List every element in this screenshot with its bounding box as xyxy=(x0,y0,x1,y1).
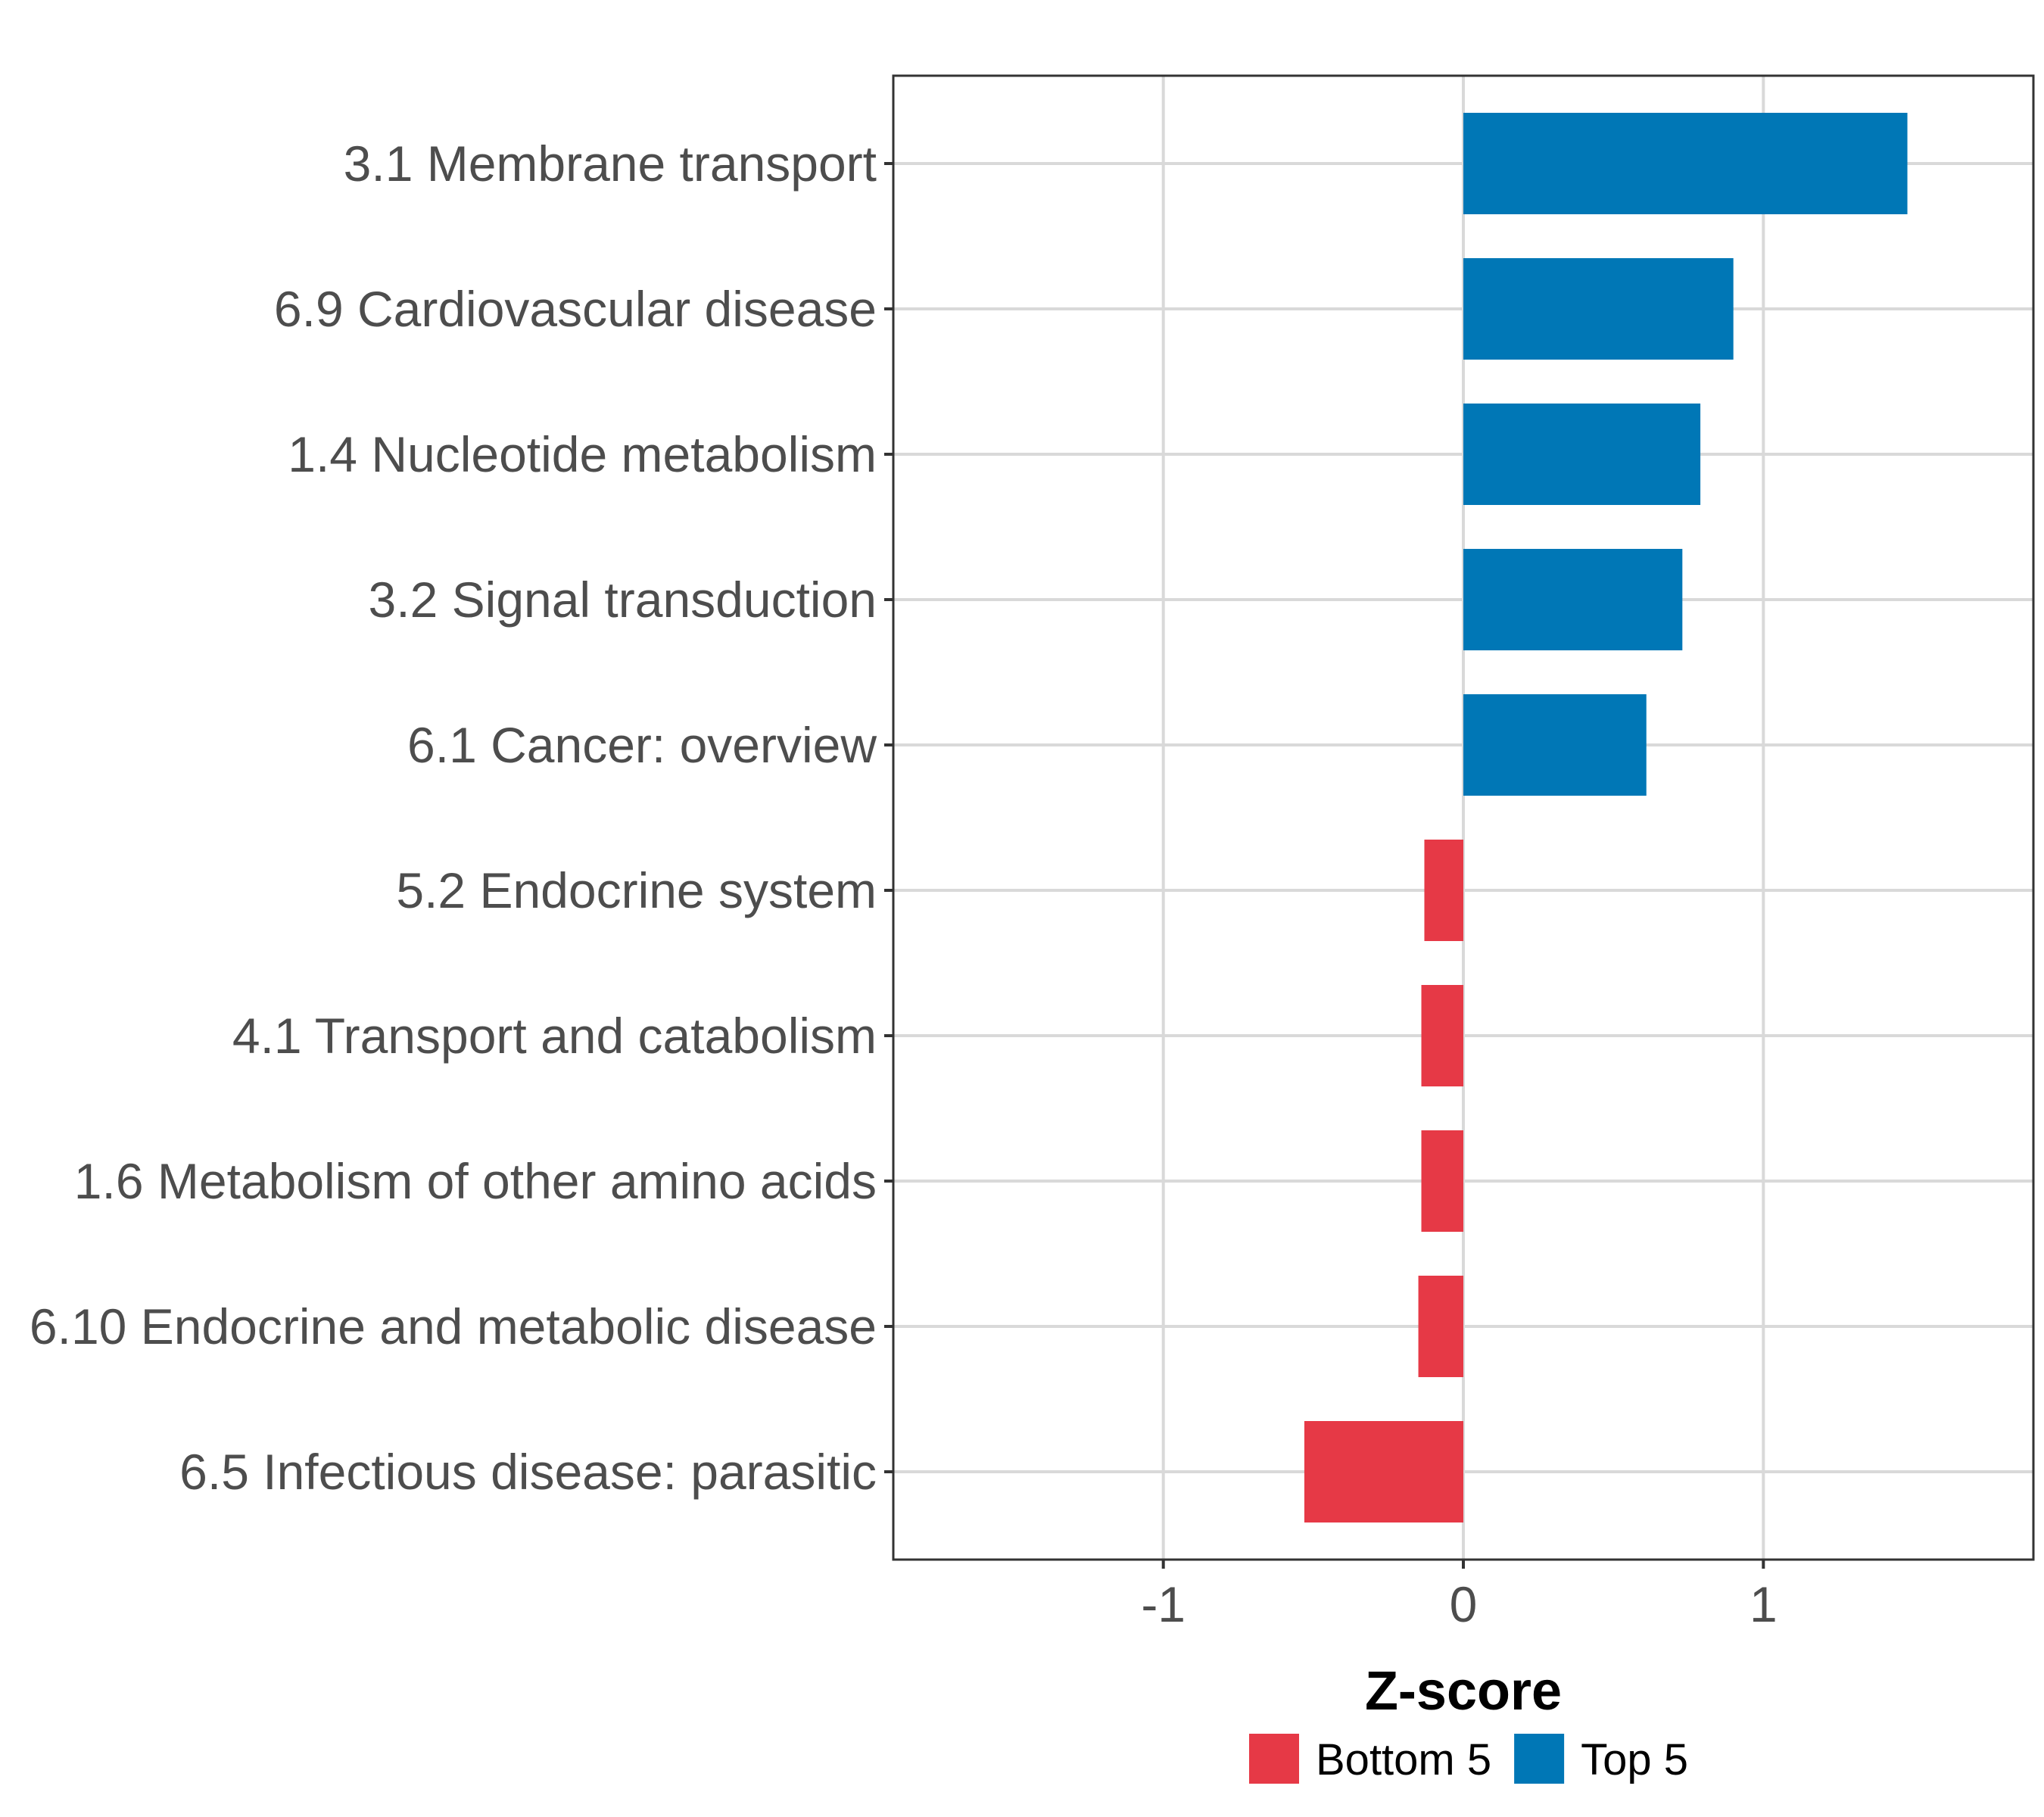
x-tick-label: 0 xyxy=(1450,1576,1478,1632)
category-label: 1.4 Nucleotide metabolism xyxy=(288,426,877,482)
bar xyxy=(1421,1130,1463,1232)
bar xyxy=(1463,404,1701,505)
category-label: 5.2 Endocrine system xyxy=(396,862,877,918)
bar xyxy=(1424,840,1463,941)
bar xyxy=(1463,549,1683,650)
bar xyxy=(1463,694,1647,796)
bar xyxy=(1304,1421,1463,1522)
bar xyxy=(1418,1276,1463,1377)
x-tick-label: 1 xyxy=(1750,1576,1778,1632)
category-label: 3.2 Signal transduction xyxy=(369,572,877,628)
legend-label: Bottom 5 xyxy=(1316,1735,1491,1784)
y-axis: 3.1 Membrane transport 6.9 Cardiovascular… xyxy=(30,136,893,1500)
legend-swatch xyxy=(1514,1734,1565,1784)
category-label: 1.6 Metabolism of other amino acids xyxy=(74,1153,877,1209)
legend-label: Top 5 xyxy=(1581,1735,1688,1784)
bar xyxy=(1421,985,1463,1086)
x-tick-label: -1 xyxy=(1141,1576,1186,1632)
category-label: 6.5 Infectious disease: parasitic xyxy=(179,1444,877,1500)
bars xyxy=(1304,113,1908,1522)
category-label: 6.9 Cardiovascular disease xyxy=(274,281,877,337)
category-label: 4.1 Transport and catabolism xyxy=(232,1008,877,1064)
bar xyxy=(1463,113,1908,214)
x-axis: -1 0 1 xyxy=(1141,1560,1778,1632)
legend-swatch xyxy=(1249,1734,1299,1784)
x-axis-title: Z-score xyxy=(1365,1661,1562,1722)
category-label: 6.1 Cancer: overview xyxy=(407,717,877,773)
bar xyxy=(1463,258,1734,360)
category-label: 6.10 Endocrine and metabolic disease xyxy=(30,1298,877,1354)
legend: Bottom 5 Top 5 xyxy=(1249,1734,1688,1784)
category-label: 3.1 Membrane transport xyxy=(344,136,877,192)
